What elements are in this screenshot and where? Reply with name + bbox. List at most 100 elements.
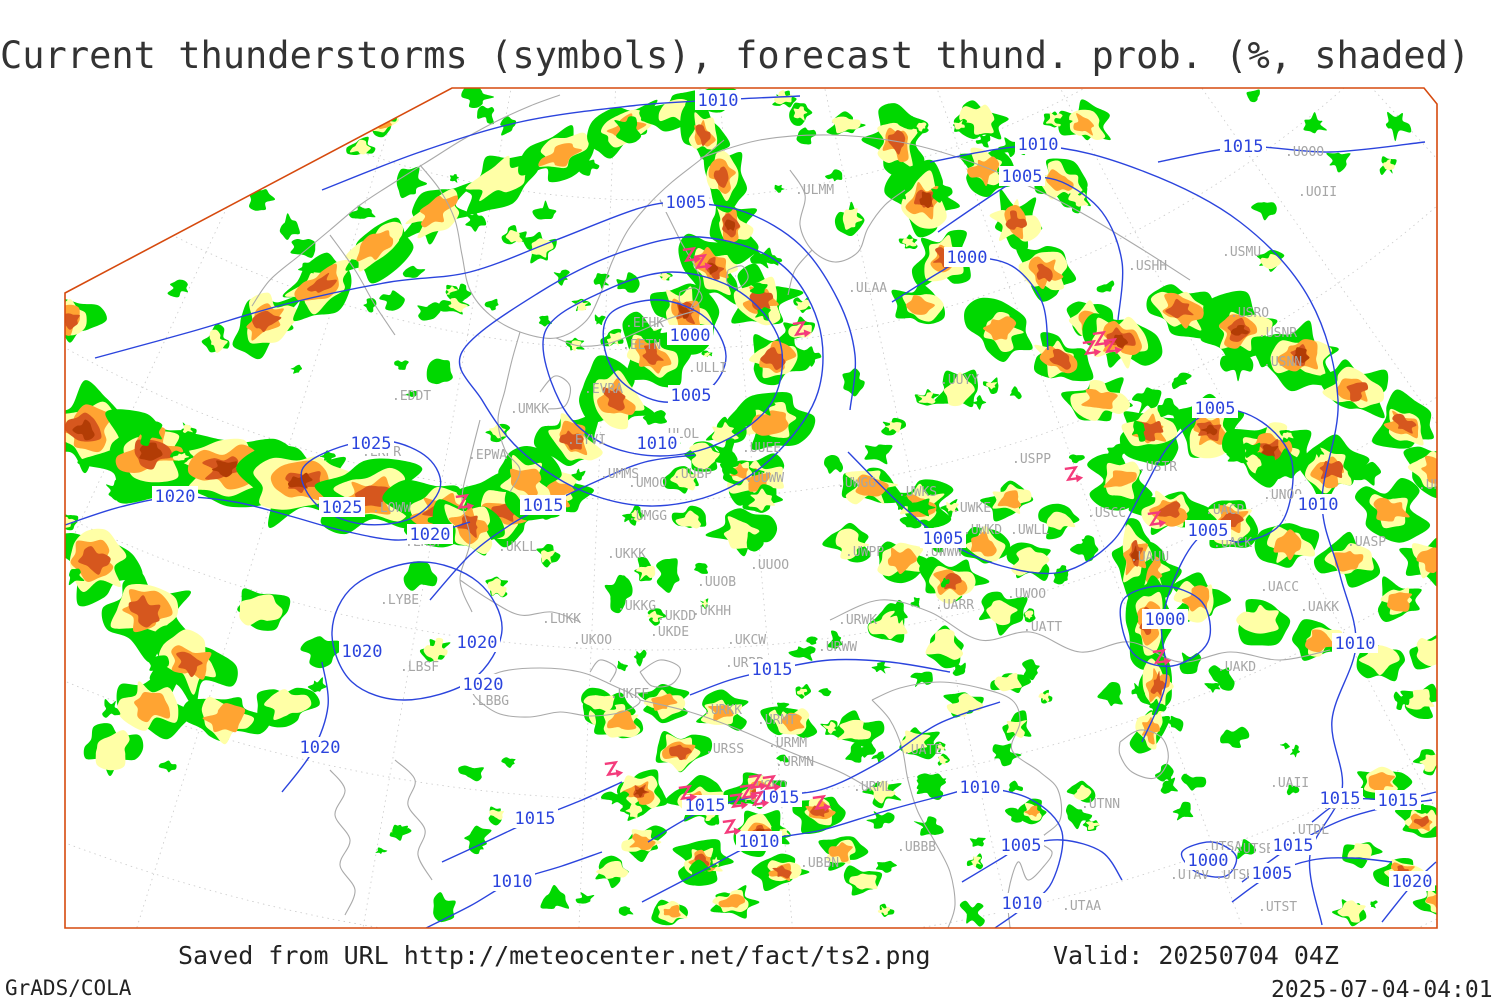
storm-speckle: [1393, 691, 1410, 710]
storm-cell-level: [887, 547, 918, 575]
footer-source-url: Saved from URL http://meteocenter.net/fa…: [178, 941, 931, 970]
storm-cell: [933, 369, 978, 408]
storm-speckle: [940, 577, 950, 588]
storm-speckle-level: [489, 809, 504, 820]
storm-cell: [705, 508, 778, 557]
storm-cell-level: [300, 636, 342, 669]
station-code: .UAKK: [1300, 600, 1339, 615]
storm-speckle: [871, 751, 885, 763]
isobar-label: 1010: [1298, 495, 1339, 515]
storm-speckle: [1255, 452, 1280, 483]
storm-cell: [953, 100, 1009, 140]
storm-speckle: [1131, 682, 1146, 699]
thunderstorm-symbol-arrow: [466, 502, 475, 511]
storm-cell-level: [970, 530, 997, 557]
storm-speckle: [788, 646, 816, 661]
storm-speckle: [1251, 202, 1277, 221]
storm-speckle-level: [348, 205, 376, 219]
isobar-label: 1010: [1018, 135, 1059, 155]
isobar-label-box: [998, 835, 1044, 855]
storm-cell: [980, 480, 1034, 522]
storm-cell-level: [596, 861, 629, 879]
storm-speckle: [1082, 818, 1100, 832]
storm-speckle: [438, 298, 470, 315]
storm-speckle: [402, 265, 426, 278]
storm-cell: [1400, 683, 1437, 720]
storm-speckle: [713, 438, 738, 466]
storm-speckle: [617, 660, 628, 672]
storm-speckle-level: [553, 269, 570, 286]
page-title: Current thunderstorms (symbols), forecas…: [0, 34, 1471, 77]
storm-cell-level: [1294, 347, 1310, 363]
storm-speckle-level: [319, 450, 336, 462]
storm-cell-level: [1141, 717, 1160, 745]
thunderstorm-symbol-arrow: [689, 793, 698, 802]
storm-speckle: [571, 468, 586, 481]
storm-cell-level: [349, 139, 371, 155]
coastline: [699, 134, 1191, 281]
storm-speckle: [907, 498, 936, 517]
station-code: .UTSB: [1235, 842, 1274, 857]
station-code: .UWKS: [898, 485, 937, 500]
storm-speckle: [934, 741, 946, 753]
storm-cell-level: [760, 347, 786, 370]
station-code: .EDDT: [392, 389, 431, 404]
storm-speckle-level: [796, 127, 817, 145]
storm-speckle: [536, 543, 561, 568]
station-code: .UACC: [1260, 580, 1299, 595]
storm-speckle-level: [1097, 681, 1123, 707]
storm-cell-level: [202, 703, 246, 733]
coastline: [419, 139, 725, 339]
storm-cell: [282, 252, 355, 322]
isobar-label: 1005: [1001, 836, 1042, 856]
storm-speckle: [540, 884, 570, 909]
station-code: .UMMS: [600, 467, 639, 482]
storm-speckle: [485, 576, 509, 598]
storm-speckle-level: [1279, 742, 1290, 750]
station-code: .UKKG: [617, 599, 656, 614]
thunderstorm-symbol-arrow: [704, 262, 713, 271]
storm-speckle-level: [722, 463, 738, 475]
station-code: .ULLI: [688, 361, 727, 376]
storm-speckle-level: [750, 247, 775, 269]
storm-speckle: [853, 742, 877, 758]
storm-speckle-level: [433, 892, 456, 923]
storm-cell-level: [356, 230, 394, 262]
isobar-label: 1005: [1252, 864, 1293, 884]
storm-cell: [581, 687, 617, 718]
storm-speckle-level: [593, 273, 610, 289]
isobar-label: 1005: [923, 529, 964, 549]
storm-speckle-level: [897, 116, 914, 130]
storm-speckle-level: [238, 103, 269, 128]
storm-speckle-level: [68, 568, 85, 586]
storm-speckle-level: [1008, 780, 1024, 793]
isobar-label: 1015: [515, 809, 556, 829]
station-code: .UKCW: [727, 633, 766, 648]
station-code: .LUKK: [542, 612, 581, 627]
storm-cell-level: [986, 600, 1018, 626]
storm-speckle-level: [1208, 665, 1235, 691]
storm-speckle: [931, 183, 953, 203]
storm-speckle: [532, 200, 557, 220]
storm-speckle-level: [423, 637, 448, 663]
storm-speckle: [600, 791, 630, 807]
storm-speckle: [1181, 773, 1207, 791]
station-code: .USHH: [1128, 259, 1167, 274]
storm-speckle: [1326, 152, 1351, 173]
storm-speckle: [375, 847, 388, 855]
storm-speckle-level: [969, 837, 986, 847]
station-code: .UWKD: [963, 523, 1002, 538]
storm-cell-level: [663, 904, 681, 918]
storm-cell: [746, 529, 764, 552]
storm-speckle: [614, 116, 642, 144]
thunderstorm-symbol-stroke: [762, 774, 777, 791]
storm-cell-level: [1305, 629, 1335, 653]
storm-speckle: [1053, 568, 1069, 585]
storm-speckle-level: [375, 847, 388, 855]
storm-speckle: [793, 296, 812, 314]
storm-speckle: [1166, 715, 1184, 732]
storm-speckle: [488, 806, 504, 826]
storm-speckle-level: [306, 113, 319, 129]
storm-speckle-level: [65, 516, 77, 529]
